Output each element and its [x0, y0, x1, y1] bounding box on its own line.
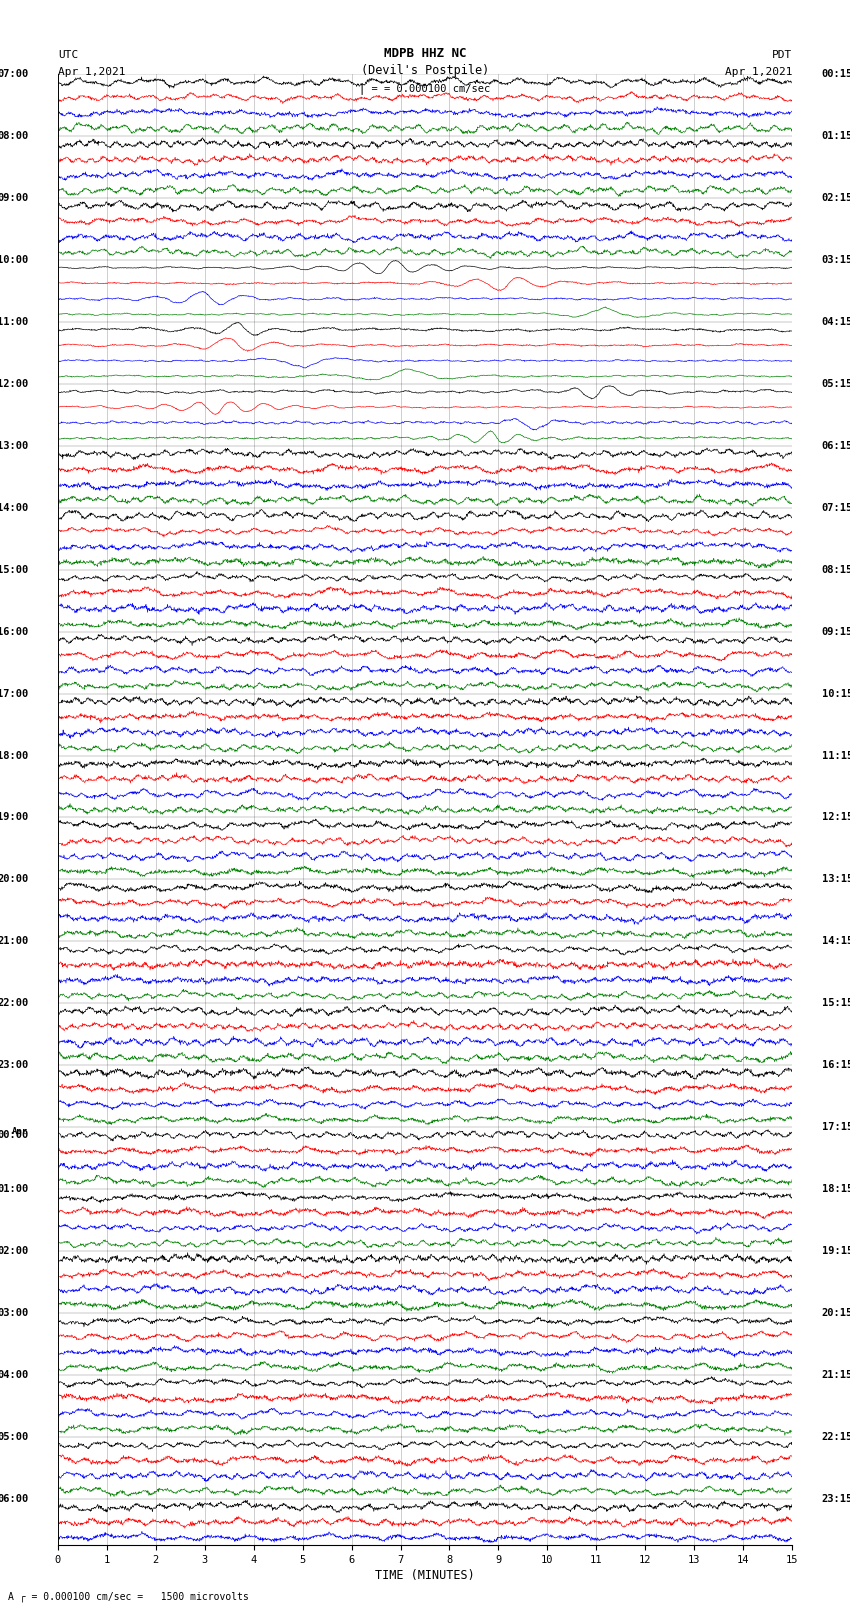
- Text: 20:15: 20:15: [822, 1308, 850, 1318]
- Text: A ┌ = 0.000100 cm/sec =   1500 microvolts: A ┌ = 0.000100 cm/sec = 1500 microvolts: [8, 1590, 249, 1602]
- Text: 23:15: 23:15: [822, 1494, 850, 1503]
- Text: 23:00: 23:00: [0, 1060, 28, 1069]
- Text: 16:15: 16:15: [822, 1060, 850, 1069]
- Text: Apr 1,2021: Apr 1,2021: [725, 68, 792, 77]
- Text: 12:15: 12:15: [822, 813, 850, 823]
- Text: Apr 1,2021: Apr 1,2021: [58, 68, 125, 77]
- Text: 22:15: 22:15: [822, 1432, 850, 1442]
- Text: 14:15: 14:15: [822, 937, 850, 947]
- Text: 17:00: 17:00: [0, 689, 28, 698]
- Text: 04:00: 04:00: [0, 1369, 28, 1379]
- Text: MDPB HHZ NC: MDPB HHZ NC: [383, 47, 467, 60]
- Text: 19:00: 19:00: [0, 813, 28, 823]
- Text: 05:00: 05:00: [0, 1432, 28, 1442]
- Text: PDT: PDT: [772, 50, 792, 60]
- Text: 21:00: 21:00: [0, 937, 28, 947]
- Text: 08:00: 08:00: [0, 131, 28, 140]
- Text: 15:00: 15:00: [0, 565, 28, 574]
- Text: 15:15: 15:15: [822, 998, 850, 1008]
- Text: 18:15: 18:15: [822, 1184, 850, 1194]
- Text: 00:00: 00:00: [0, 1131, 28, 1140]
- Text: 01:00: 01:00: [0, 1184, 28, 1194]
- Text: 06:15: 06:15: [822, 440, 850, 450]
- Text: 19:15: 19:15: [822, 1247, 850, 1257]
- Text: 16:00: 16:00: [0, 627, 28, 637]
- Text: (Devil's Postpile): (Devil's Postpile): [361, 65, 489, 77]
- Text: 05:15: 05:15: [822, 379, 850, 389]
- Text: 22:00: 22:00: [0, 998, 28, 1008]
- Text: 17:15: 17:15: [822, 1123, 850, 1132]
- Text: 12:00: 12:00: [0, 379, 28, 389]
- Text: 13:15: 13:15: [822, 874, 850, 884]
- Text: Apr: Apr: [12, 1127, 28, 1136]
- Text: 09:15: 09:15: [822, 627, 850, 637]
- Text: 21:15: 21:15: [822, 1369, 850, 1379]
- Text: 20:00: 20:00: [0, 874, 28, 884]
- Text: 07:15: 07:15: [822, 503, 850, 513]
- Text: 03:15: 03:15: [822, 255, 850, 265]
- Text: 07:00: 07:00: [0, 69, 28, 79]
- Text: 11:15: 11:15: [822, 750, 850, 760]
- Text: 02:00: 02:00: [0, 1247, 28, 1257]
- Text: UTC: UTC: [58, 50, 78, 60]
- Text: 06:00: 06:00: [0, 1494, 28, 1503]
- Text: ⎮ = = 0.000100 cm/sec: ⎮ = = 0.000100 cm/sec: [360, 82, 490, 94]
- Text: 14:00: 14:00: [0, 503, 28, 513]
- Text: 18:00: 18:00: [0, 750, 28, 760]
- Text: 01:15: 01:15: [822, 131, 850, 140]
- Text: 09:00: 09:00: [0, 194, 28, 203]
- Text: 02:15: 02:15: [822, 194, 850, 203]
- Text: 10:15: 10:15: [822, 689, 850, 698]
- X-axis label: TIME (MINUTES): TIME (MINUTES): [375, 1569, 475, 1582]
- Text: 08:15: 08:15: [822, 565, 850, 574]
- Text: 00:15: 00:15: [822, 69, 850, 79]
- Text: 13:00: 13:00: [0, 440, 28, 450]
- Text: 11:00: 11:00: [0, 318, 28, 327]
- Text: 04:15: 04:15: [822, 318, 850, 327]
- Text: 03:00: 03:00: [0, 1308, 28, 1318]
- Text: 10:00: 10:00: [0, 255, 28, 265]
